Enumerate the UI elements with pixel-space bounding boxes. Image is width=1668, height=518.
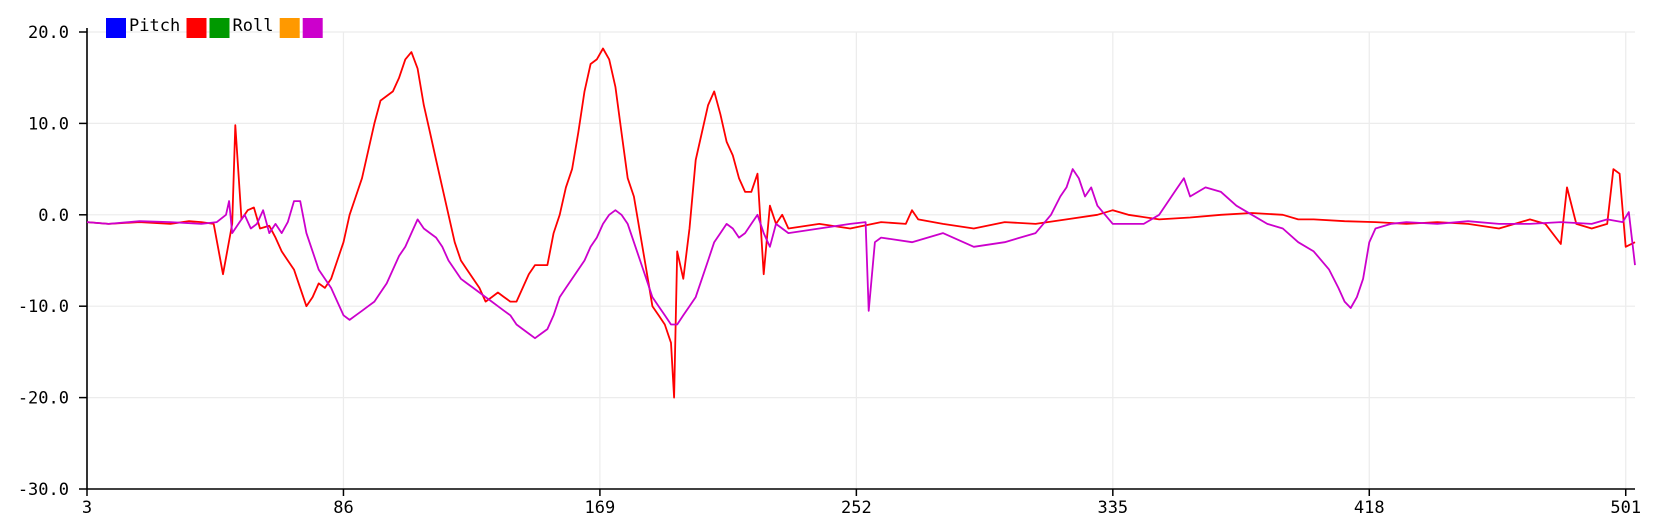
y-tick-label: -10.0 (18, 297, 69, 317)
x-tick-label: 252 (841, 498, 872, 518)
y-tick-label: -30.0 (18, 480, 69, 500)
y-tick-label: -20.0 (18, 389, 69, 409)
series-lines (86, 47, 1636, 399)
legend: Pitch Roll (106, 16, 323, 38)
legend-label: Pitch (129, 16, 180, 36)
x-tick-label: 501 (1610, 498, 1641, 518)
y-tick-label: 0.0 (38, 206, 69, 226)
series-line-1 (86, 168, 1636, 340)
series-line-0 (86, 47, 1636, 399)
y-tick-label: 20.0 (28, 23, 69, 43)
legend-swatch (186, 18, 207, 38)
x-tick-label: 418 (1354, 498, 1385, 518)
legend-swatch (279, 18, 300, 38)
x-tick-label: 86 (333, 498, 353, 518)
x-tick-label: 3 (82, 498, 92, 518)
legend-swatch (209, 18, 230, 38)
legend-swatch (302, 18, 323, 38)
grid-lines (87, 31, 1635, 489)
legend-swatch (106, 18, 126, 38)
y-tick-label: 10.0 (28, 114, 69, 134)
x-tick-label: 335 (1097, 498, 1128, 518)
x-tick-label: 169 (585, 498, 616, 518)
legend-label: Roll (233, 16, 274, 36)
axes: 20.0 10.0 0.0 -10.0 -20.0 -30.0 3 86 169 252 335 41… (18, 23, 1641, 518)
